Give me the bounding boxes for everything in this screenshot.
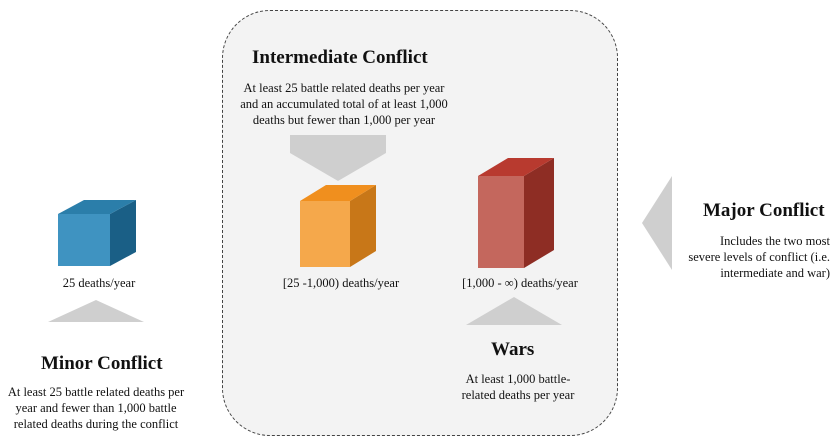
major-conflict-title: Major Conflict (703, 200, 825, 221)
minor-threshold-label: 25 deaths/year (62, 276, 136, 290)
war-range-label: [1,000 - ∞) deaths/year (462, 276, 578, 290)
intermediate-conflict-description: At least 25 battle related deaths per ye… (240, 81, 448, 127)
intermediate-conflict-title: Intermediate Conflict (252, 47, 428, 68)
up-arrow-icon (48, 300, 144, 322)
intermediate-conflict-cube (300, 185, 376, 267)
minor-conflict-description: At least 25 battle related deaths per ye… (7, 385, 185, 431)
minor-conflict-cube (58, 200, 136, 266)
minor-conflict-title: Minor Conflict (41, 353, 163, 374)
left-arrow-icon (642, 176, 672, 270)
wars-title: Wars (491, 339, 535, 360)
major-conflict-description: Includes the two most severe levels of c… (688, 234, 830, 280)
down-arrow-icon (290, 135, 386, 181)
wars-description: At least 1,000 battle-related deaths per… (461, 372, 575, 402)
up-arrow-icon (466, 297, 562, 325)
intermediate-range-label: [25 -1,000) deaths/year (282, 276, 400, 290)
war-cube (478, 158, 554, 268)
